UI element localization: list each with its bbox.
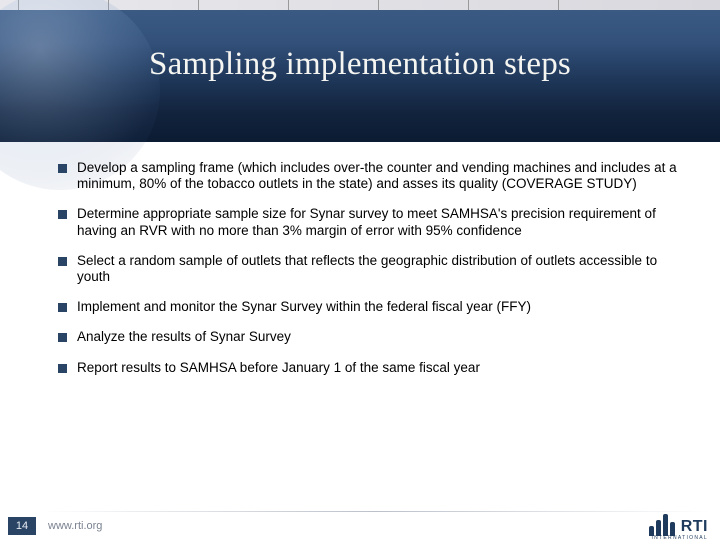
slide-title: Sampling implementation steps <box>0 46 720 83</box>
logo-text: RTI <box>681 518 708 536</box>
bullet-item: Implement and monitor the Synar Survey w… <box>58 299 680 315</box>
slide-container: Sampling implementation steps Develop a … <box>0 0 720 540</box>
bullet-text: Determine appropriate sample size for Sy… <box>77 206 680 238</box>
bullet-text: Report results to SAMHSA before January … <box>77 360 480 376</box>
bullet-text: Develop a sampling frame (which includes… <box>77 160 680 192</box>
bullet-text: Select a random sample of outlets that r… <box>77 253 680 285</box>
bullet-marker-icon <box>58 210 67 219</box>
bullet-item: Select a random sample of outlets that r… <box>58 253 680 285</box>
title-band: Sampling implementation steps <box>0 10 720 142</box>
bullet-marker-icon <box>58 333 67 342</box>
rti-logo: RTI <box>649 514 708 536</box>
logo-subtext: INTERNATIONAL <box>651 535 708 540</box>
footer: 14 www.rti.org RTI INTERNATIONAL <box>0 512 720 540</box>
bullet-item: Report results to SAMHSA before January … <box>58 360 680 376</box>
logo-bars-icon <box>649 514 679 536</box>
bullet-marker-icon <box>58 164 67 173</box>
page-number: 14 <box>8 517 36 535</box>
bullet-item: Analyze the results of Synar Survey <box>58 329 680 345</box>
bullet-marker-icon <box>58 257 67 266</box>
bullet-text: Analyze the results of Synar Survey <box>77 329 291 345</box>
bullet-item: Determine appropriate sample size for Sy… <box>58 206 680 238</box>
bullet-marker-icon <box>58 364 67 373</box>
footer-url: www.rti.org <box>48 520 102 532</box>
bullet-marker-icon <box>58 303 67 312</box>
bullet-text: Implement and monitor the Synar Survey w… <box>77 299 531 315</box>
body-content: Develop a sampling frame (which includes… <box>58 160 680 390</box>
bullet-item: Develop a sampling frame (which includes… <box>58 160 680 192</box>
